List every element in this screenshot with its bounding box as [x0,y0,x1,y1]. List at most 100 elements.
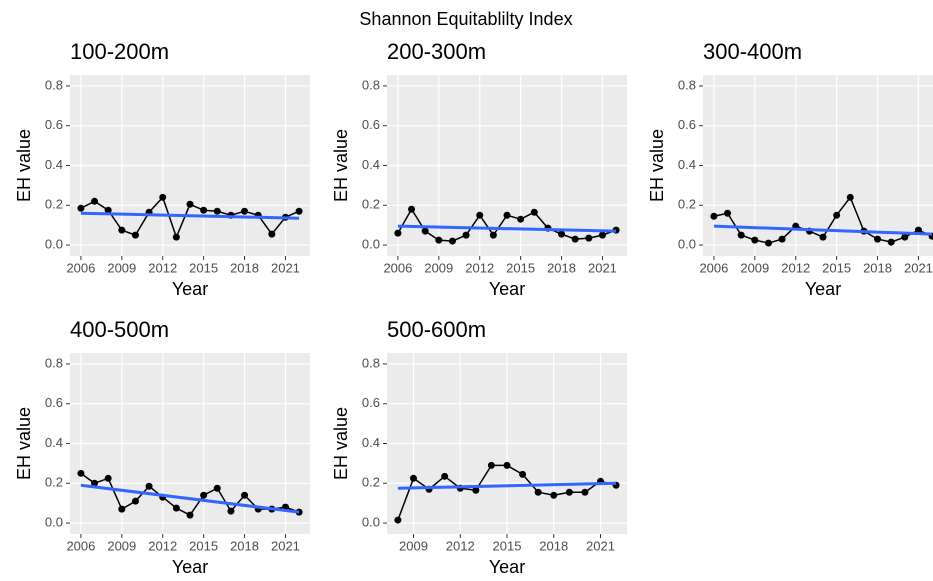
data-point [534,488,542,496]
data-point [441,472,449,480]
x-tick-label: 2018 [230,538,259,553]
data-point [819,233,827,241]
data-point [874,235,882,243]
x-tick-label: 2009 [399,538,428,553]
panel-title: 200-300m [387,39,486,64]
x-tick-label: 2018 [863,260,892,275]
y-tick-label: 0.8 [362,355,380,370]
y-tick-label: 0.6 [678,117,696,132]
y-tick-label: 0.2 [362,197,380,212]
data-point [487,461,495,469]
data-point [227,507,235,515]
data-point [448,237,456,245]
data-point [887,238,895,246]
y-tick-label: 0.6 [362,395,380,410]
x-tick-label: 2009 [107,260,136,275]
data-point [558,230,566,238]
panel-title: 400-500m [70,317,169,342]
x-tick-label: 2021 [271,260,300,275]
data-point [846,193,854,201]
x-tick-label: 2006 [383,260,412,275]
data-point [503,461,511,469]
data-point [213,207,221,215]
y-tick-label: 0.0 [678,236,696,251]
x-tick-label: 2015 [822,260,851,275]
trend-line [80,483,300,514]
data-point [145,482,153,490]
y-tick-label: 0.2 [678,197,696,212]
x-tick-label: 2006 [699,260,728,275]
data-point [530,208,538,216]
y-tick-label: 0.4 [45,157,63,172]
panel-title: 100-200m [70,39,169,64]
x-tick-label: 2012 [148,538,177,553]
chart-title: Shannon Equitablilty Index [359,9,572,29]
data-point [394,516,402,524]
trend-line [397,481,617,490]
y-axis-label: EH value [331,129,351,202]
y-tick-label: 0.4 [362,157,380,172]
data-point [476,211,484,219]
data-point [131,497,139,505]
x-tick-label: 2009 [107,538,136,553]
data-point [462,231,470,239]
y-tick-label: 0.2 [45,475,63,490]
data-point [778,235,786,243]
x-tick-label: 2009 [740,260,769,275]
x-tick-label: 2006 [66,538,95,553]
data-point [598,231,606,239]
data-point [91,479,99,487]
data-point [519,470,527,478]
x-tick-label: 2015 [189,260,218,275]
y-tick-label: 0.8 [678,77,696,92]
data-point [77,469,85,477]
y-tick-label: 0.6 [362,117,380,132]
y-tick-label: 0.4 [678,157,696,172]
data-point [737,231,745,239]
data-point [172,504,180,512]
trend-line [713,224,933,236]
data-point [104,474,112,482]
data-point [118,505,126,513]
y-tick-label: 0.6 [45,395,63,410]
panel-title: 500-600m [387,317,486,342]
data-point [421,227,429,235]
data-point [172,233,180,241]
data-point [581,488,589,496]
trend-line [397,224,617,233]
data-point [104,206,112,214]
data-point [118,226,126,234]
x-axis-label: Year [172,557,208,577]
y-axis-label: EH value [14,407,34,480]
x-tick-label: 2009 [424,260,453,275]
y-axis-label: EH value [647,129,667,202]
y-tick-label: 0.0 [362,514,380,529]
y-tick-label: 0.8 [45,77,63,92]
y-tick-label: 0.4 [45,435,63,450]
data-point [764,239,772,247]
data-point [268,230,276,238]
data-point [213,484,221,492]
data-point [914,226,922,234]
y-axis-label: EH value [331,407,351,480]
y-tick-label: 0.4 [362,435,380,450]
data-point [77,204,85,212]
data-point [435,236,443,244]
data-point [91,197,99,205]
data-point [186,200,194,208]
trend-line [80,211,300,220]
x-tick-label: 2012 [465,260,494,275]
y-tick-label: 0.6 [45,117,63,132]
x-tick-label: 2021 [904,260,933,275]
data-point [585,234,593,242]
x-tick-label: 2021 [588,260,617,275]
y-tick-label: 0.0 [362,236,380,251]
x-tick-label: 2015 [493,538,522,553]
x-tick-label: 2012 [781,260,810,275]
data-point [241,491,249,499]
x-axis-label: Year [172,279,208,299]
data-point [489,231,497,239]
data-point [517,215,525,223]
y-tick-label: 0.8 [362,77,380,92]
